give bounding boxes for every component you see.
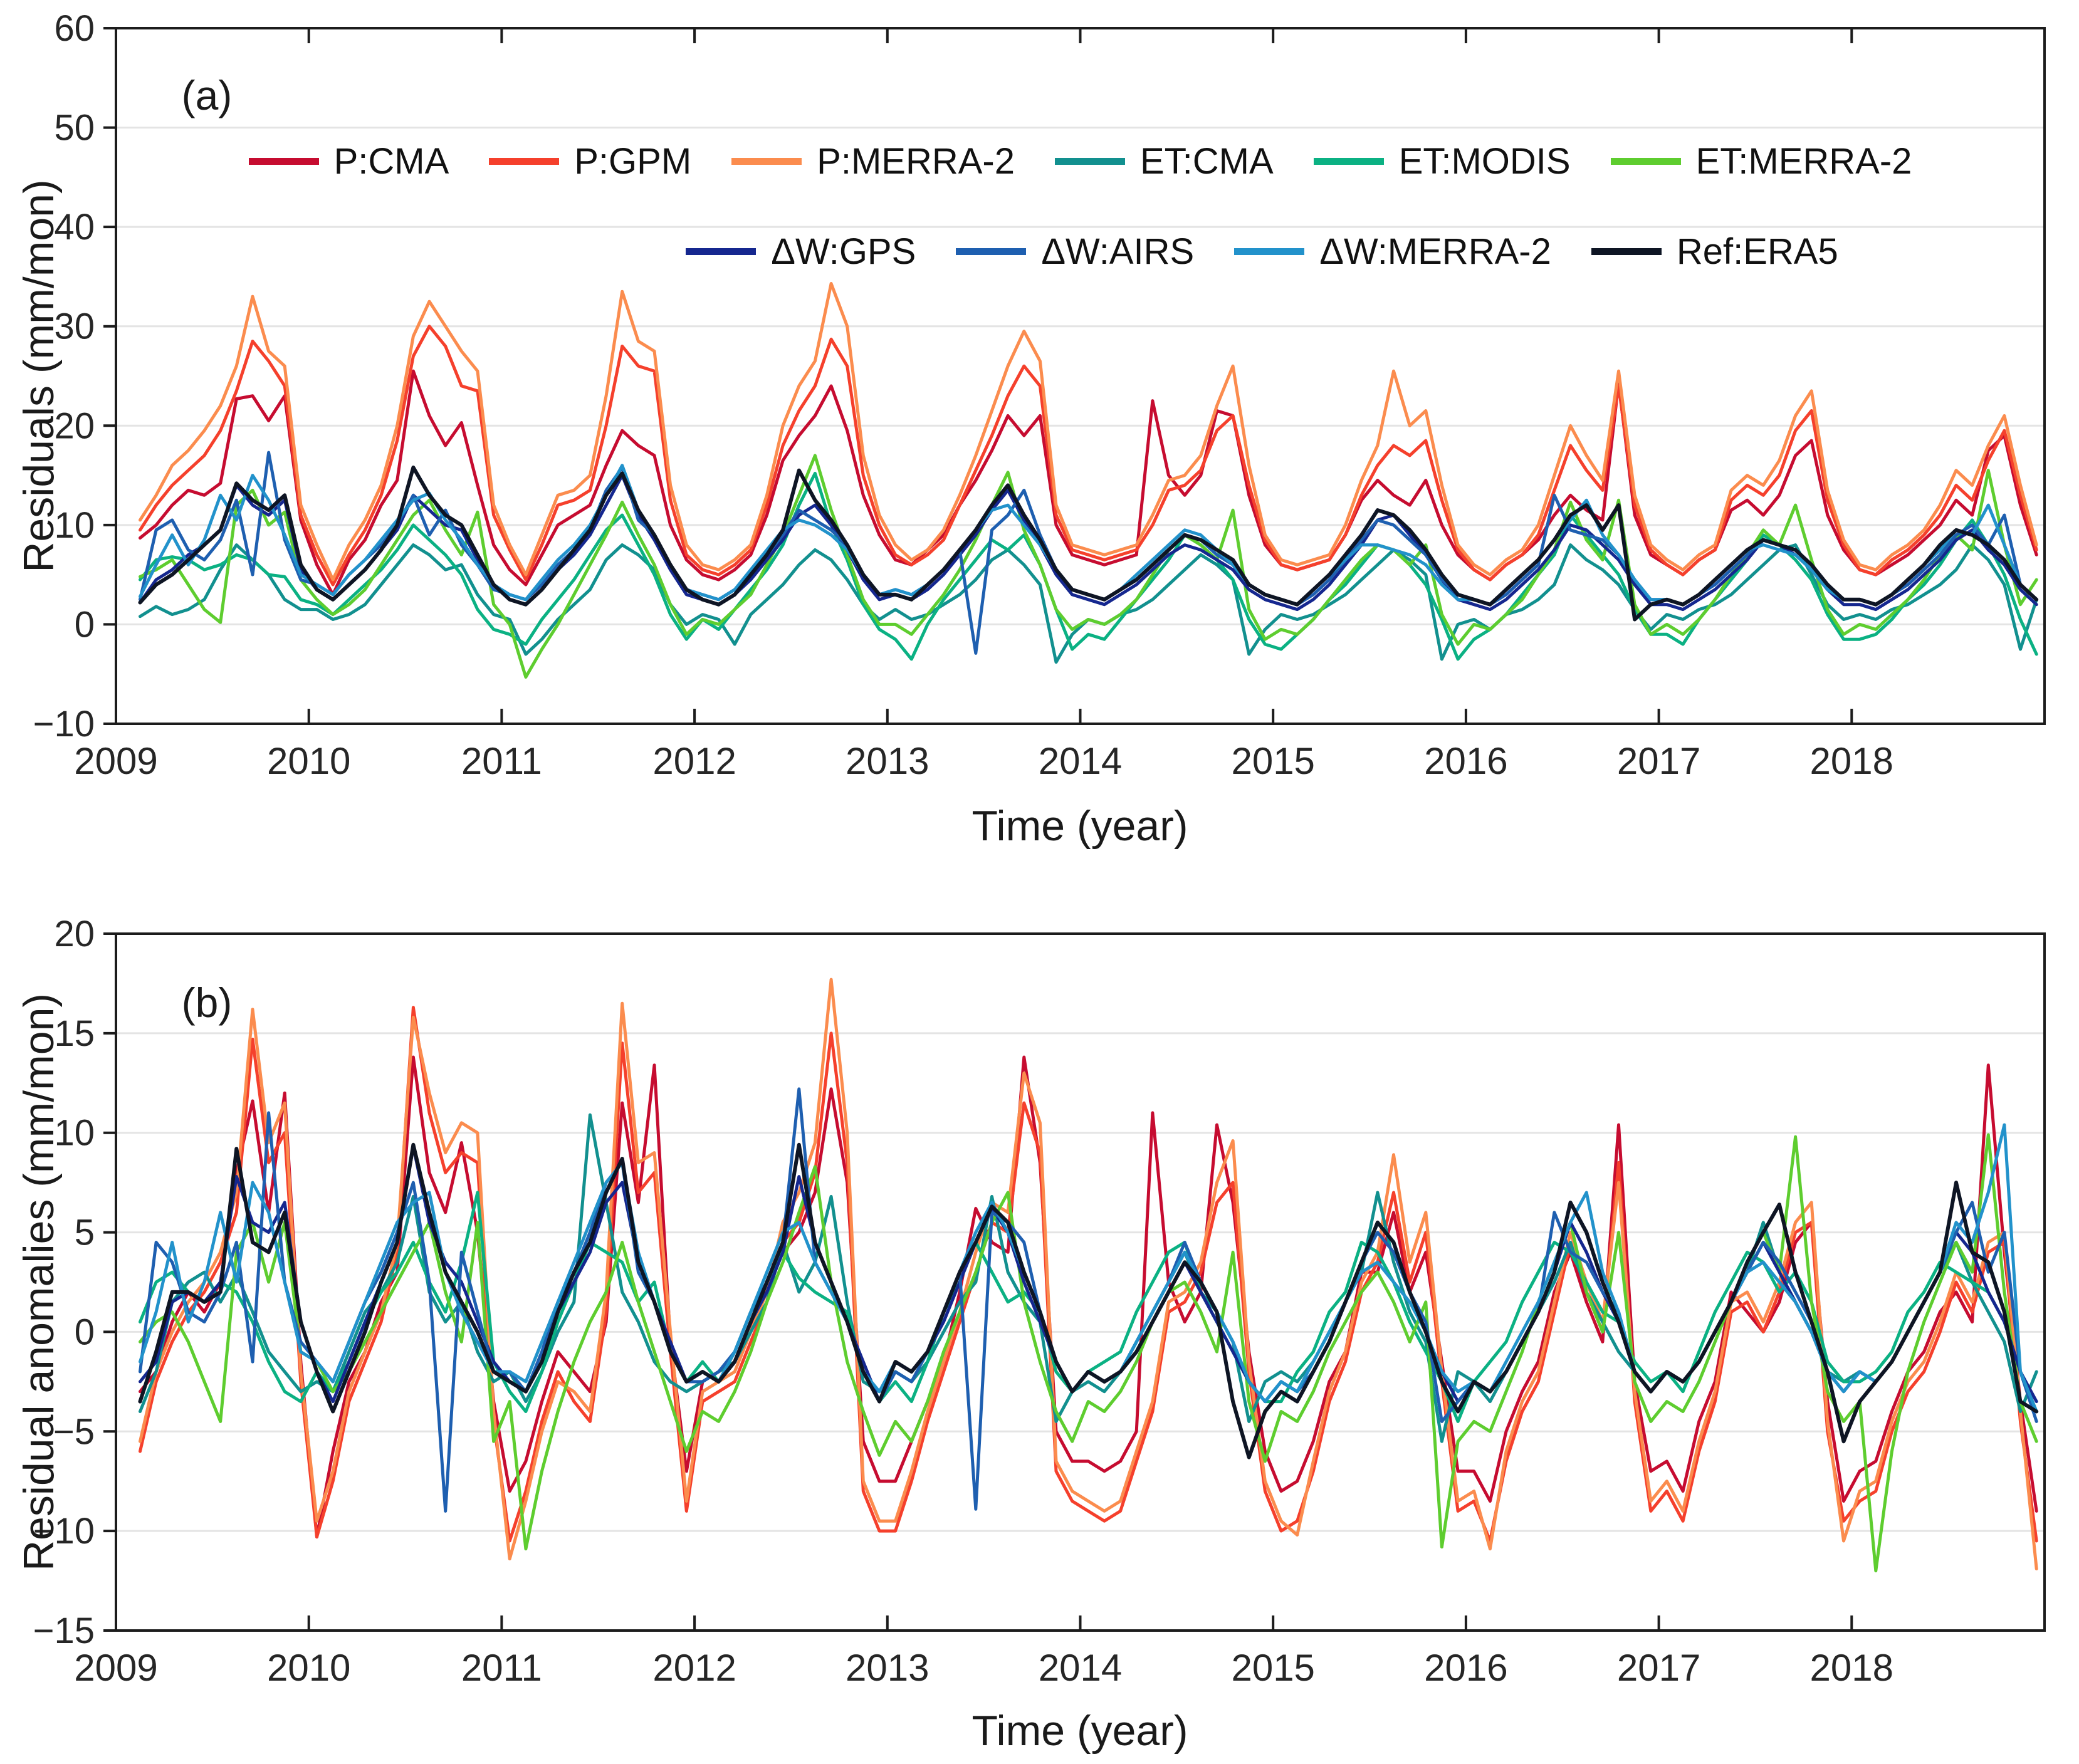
legend-item-P:CMA: P:CMA [248, 140, 449, 182]
legend-swatch-ET:MERRA-2 [1610, 158, 1681, 165]
legend-label: ΔW:MERRA-2 [1319, 231, 1551, 272]
y-tick-label: 60 [54, 8, 95, 49]
legend-swatch-P:GPM [489, 158, 560, 165]
panel-a-ylabel: Residuals (mm/mon) [15, 179, 63, 573]
series-line-P:GPM [139, 325, 2038, 587]
y-tick-label: −10 [33, 704, 95, 744]
x-tick-label: 2009 [74, 740, 157, 782]
x-tick-label: 2014 [1039, 740, 1122, 782]
series-line-P:MERRA-2 [139, 978, 2038, 1570]
legend-item-ET:MERRA-2: ET:MERRA-2 [1610, 140, 1912, 182]
y-tick-label: −15 [33, 1610, 95, 1651]
series-line-Ref:ERA5 [138, 465, 2039, 622]
series-line-ET:CMA [139, 1113, 2038, 1443]
x-tick-label: 2012 [652, 1647, 736, 1689]
x-tick-label: 2016 [1424, 740, 1507, 782]
x-tick-label: 2011 [461, 740, 542, 782]
legend-item-ΔW:MERRA-2: ΔW:MERRA-2 [1234, 231, 1551, 273]
legend-label: ΔW:AIRS [1041, 231, 1195, 272]
legend-swatch-P:MERRA-2 [731, 158, 802, 165]
legend-label: ET:MERRA-2 [1695, 141, 1912, 182]
legend-item-ET:CMA: ET:CMA [1055, 140, 1274, 182]
legend-label: ΔW:GPS [771, 231, 916, 272]
x-tick-label: 2015 [1231, 1647, 1314, 1689]
x-tick-label: 2013 [846, 740, 929, 782]
series-line-P:CMA [139, 1055, 2038, 1539]
x-tick-label: 2013 [846, 1647, 929, 1689]
series-line-Ref:ERA5 [138, 1142, 2039, 1459]
y-tick-label: 0 [75, 604, 95, 645]
legend-swatch-ET:MODIS [1313, 158, 1384, 165]
y-tick-label: 20 [54, 405, 95, 446]
y-tick-label: 30 [54, 306, 95, 347]
x-tick-label: 2018 [1810, 740, 1893, 782]
legend-item-ΔW:AIRS: ΔW:AIRS [956, 231, 1194, 273]
panel-b-xlabel: Time (year) [971, 1707, 1188, 1755]
legend-label: P:CMA [333, 141, 449, 182]
x-tick-label: 2011 [461, 1647, 542, 1689]
panel-a-label: (a) [181, 72, 233, 118]
y-tick-label: 15 [54, 1013, 95, 1054]
panel-b-label: (b) [181, 979, 233, 1026]
legend-swatch-Ref:ERA5 [1591, 248, 1662, 255]
legend-label: P:MERRA-2 [817, 141, 1015, 182]
y-tick-label: 10 [54, 1113, 95, 1154]
series-line-ET:CMA [139, 543, 2038, 664]
panel-a-xlabel: Time (year) [971, 802, 1188, 850]
y-tick-label: 40 [54, 207, 95, 248]
series-line-P:MERRA-2 [139, 282, 2038, 582]
x-tick-label: 2010 [267, 1647, 350, 1689]
y-tick-label: 10 [54, 505, 95, 546]
x-tick-label: 2012 [652, 740, 736, 782]
x-tick-label: 2010 [267, 740, 350, 782]
legend-label: ET:CMA [1140, 141, 1274, 182]
legend-swatch-ΔW:GPS [686, 248, 757, 255]
series-line-ET:MODIS [139, 471, 2038, 661]
y-tick-label: 0 [75, 1312, 95, 1352]
y-tick-label: −5 [53, 1411, 95, 1452]
legend-swatch-ET:CMA [1055, 158, 1125, 165]
x-tick-label: 2017 [1617, 740, 1700, 782]
series-line-ET:MODIS [139, 1191, 2038, 1423]
legend-swatch-ΔW:AIRS [956, 248, 1027, 255]
y-tick-label: −10 [33, 1511, 95, 1552]
x-tick-label: 2017 [1617, 1647, 1700, 1689]
panel-b-ylabel: Residual anomalies (mm/mon) [15, 993, 63, 1572]
legend-label: ET:MODIS [1398, 141, 1571, 182]
legend-item-ΔW:GPS: ΔW:GPS [686, 231, 916, 273]
legend-label: Ref:ERA5 [1676, 231, 1838, 272]
x-tick-label: 2015 [1231, 740, 1314, 782]
x-tick-label: 2016 [1424, 1647, 1507, 1689]
x-tick-label: 2014 [1039, 1647, 1122, 1689]
legend-item-P:MERRA-2: P:MERRA-2 [731, 140, 1015, 182]
y-tick-label: 50 [54, 108, 95, 149]
legend-row-1: P:CMA P:GPM P:MERRA-2 ET:CMA ET:MODIS ET:MERR… [116, 140, 2045, 182]
legend-label: P:GPM [574, 141, 692, 182]
legend-item-P:GPM: P:GPM [489, 140, 691, 182]
legend-item-ET:MODIS: ET:MODIS [1313, 140, 1571, 182]
legend-swatch-ΔW:MERRA-2 [1234, 248, 1305, 255]
plot-frame [115, 932, 2046, 1632]
x-tick-label: 2018 [1810, 1647, 1893, 1689]
y-tick-label: 20 [54, 914, 95, 954]
legend-item-Ref:ERA5: Ref:ERA5 [1591, 231, 1838, 273]
legend-row-2: ΔW:GPS ΔW:AIRS ΔW:MERRA-2 Ref:ERA5 [298, 231, 2079, 273]
legend-swatch-P:CMA [248, 158, 319, 165]
y-tick-label: 5 [75, 1213, 95, 1253]
series-line-P:GPM [139, 1006, 2038, 1543]
series-line-ΔW:GPS [139, 474, 2038, 612]
series-line-ET:MERRA-2 [139, 454, 2038, 679]
x-tick-label: 2009 [74, 1647, 157, 1689]
series-line-P:CMA [139, 369, 2038, 597]
